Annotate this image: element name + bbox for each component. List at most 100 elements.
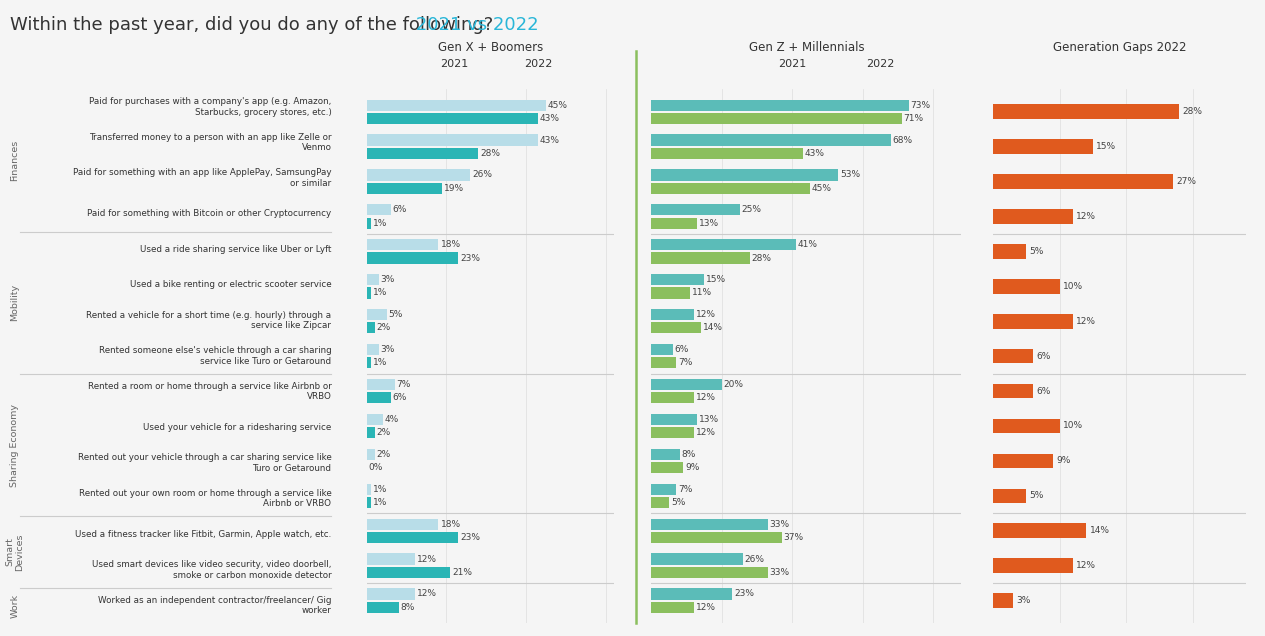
Bar: [651, 322, 701, 333]
Bar: [651, 134, 891, 146]
Text: 1%: 1%: [373, 358, 387, 368]
Text: 8%: 8%: [682, 450, 696, 459]
Bar: [367, 553, 415, 565]
Bar: [651, 239, 796, 251]
Text: 2022: 2022: [867, 59, 894, 69]
Bar: [651, 553, 743, 565]
Text: 12%: 12%: [416, 555, 436, 563]
Bar: [993, 523, 1087, 538]
Bar: [993, 209, 1073, 224]
Bar: [367, 379, 395, 390]
Text: 71%: 71%: [903, 114, 923, 123]
Bar: [651, 414, 697, 425]
Text: 43%: 43%: [540, 135, 560, 144]
Bar: [367, 322, 374, 333]
Text: 15%: 15%: [1097, 142, 1116, 151]
Bar: [651, 357, 676, 368]
Text: 25%: 25%: [741, 205, 762, 214]
Text: 37%: 37%: [783, 533, 803, 542]
Bar: [651, 392, 693, 403]
Bar: [993, 174, 1173, 189]
Bar: [367, 252, 458, 264]
Text: Finances: Finances: [10, 140, 19, 181]
Bar: [367, 602, 398, 613]
Text: Generation Gaps 2022: Generation Gaps 2022: [1052, 41, 1187, 54]
Text: 23%: 23%: [734, 590, 754, 598]
Bar: [367, 427, 374, 438]
Bar: [367, 532, 458, 543]
Bar: [651, 148, 803, 159]
Bar: [993, 418, 1060, 433]
Bar: [367, 448, 374, 460]
Text: Worked as an independent contractor/freelancer/ Gig
worker: Worked as an independent contractor/free…: [97, 596, 331, 615]
Text: 4%: 4%: [385, 415, 398, 424]
Text: Paid for something with an app like ApplePay, SamsungPay
or similar: Paid for something with an app like Appl…: [73, 169, 331, 188]
Bar: [367, 287, 371, 298]
Bar: [993, 453, 1052, 468]
Text: 14%: 14%: [702, 323, 722, 333]
Text: 1%: 1%: [373, 219, 387, 228]
Bar: [367, 414, 383, 425]
Bar: [651, 169, 839, 181]
Bar: [651, 204, 740, 216]
Bar: [367, 134, 538, 146]
Text: 12%: 12%: [696, 310, 716, 319]
Bar: [993, 558, 1073, 573]
Text: 12%: 12%: [1077, 212, 1097, 221]
Bar: [367, 497, 371, 508]
Text: Paid for purchases with a company's app (e.g. Amazon,
Starbucks, grocery stores,: Paid for purchases with a company's app …: [90, 97, 331, 116]
Text: 9%: 9%: [684, 463, 700, 472]
Text: 10%: 10%: [1063, 282, 1083, 291]
Text: 11%: 11%: [692, 289, 712, 298]
Bar: [651, 183, 810, 194]
Bar: [993, 593, 1013, 608]
Text: 1%: 1%: [373, 289, 387, 298]
Bar: [993, 314, 1073, 329]
Bar: [651, 252, 750, 264]
Bar: [651, 462, 683, 473]
Text: 1%: 1%: [373, 498, 387, 507]
Text: Paid for something with Bitcoin or other Cryptocurrency: Paid for something with Bitcoin or other…: [87, 209, 331, 218]
Text: 2%: 2%: [377, 428, 391, 437]
Text: 43%: 43%: [805, 149, 825, 158]
Text: 12%: 12%: [1077, 317, 1097, 326]
Text: 3%: 3%: [1016, 596, 1031, 605]
Bar: [367, 518, 439, 530]
Bar: [993, 279, 1060, 294]
Bar: [367, 567, 450, 578]
Bar: [367, 183, 443, 194]
Text: 13%: 13%: [700, 219, 719, 228]
Text: 6%: 6%: [1036, 352, 1051, 361]
Bar: [651, 532, 782, 543]
Bar: [993, 488, 1026, 503]
Bar: [651, 309, 693, 320]
Text: 2022: 2022: [524, 59, 552, 69]
Text: 27%: 27%: [1176, 177, 1197, 186]
Text: Rented a room or home through a service like Airbnb or
VRBO: Rented a room or home through a service …: [87, 382, 331, 401]
Bar: [367, 99, 546, 111]
Text: Used smart devices like video security, video doorbell,
smoke or carbon monoxide: Used smart devices like video security, …: [92, 560, 331, 579]
Text: Used a bike renting or electric scooter service: Used a bike renting or electric scooter …: [130, 280, 331, 289]
Bar: [651, 274, 705, 286]
Text: 13%: 13%: [700, 415, 719, 424]
Text: Rented out your vehicle through a car sharing service like
Turo or Getaround: Rented out your vehicle through a car sh…: [77, 453, 331, 473]
Text: 45%: 45%: [548, 100, 568, 109]
Text: 3%: 3%: [381, 275, 395, 284]
Text: 18%: 18%: [440, 240, 460, 249]
Text: 7%: 7%: [397, 380, 411, 389]
Bar: [651, 287, 691, 298]
Text: 0%: 0%: [369, 463, 383, 472]
Text: 12%: 12%: [696, 428, 716, 437]
Text: 12%: 12%: [416, 590, 436, 598]
Text: Work: Work: [10, 593, 19, 618]
Text: 1%: 1%: [373, 485, 387, 494]
Text: 45%: 45%: [812, 184, 831, 193]
Bar: [993, 104, 1179, 119]
Text: 8%: 8%: [401, 603, 415, 612]
Text: 23%: 23%: [460, 533, 481, 542]
Bar: [367, 274, 378, 286]
Text: 26%: 26%: [472, 170, 492, 179]
Text: 2021: 2021: [440, 59, 468, 69]
Text: Used a fitness tracker like Fitbit, Garmin, Apple watch, etc.: Used a fitness tracker like Fitbit, Garm…: [75, 530, 331, 539]
Text: 5%: 5%: [388, 310, 404, 319]
